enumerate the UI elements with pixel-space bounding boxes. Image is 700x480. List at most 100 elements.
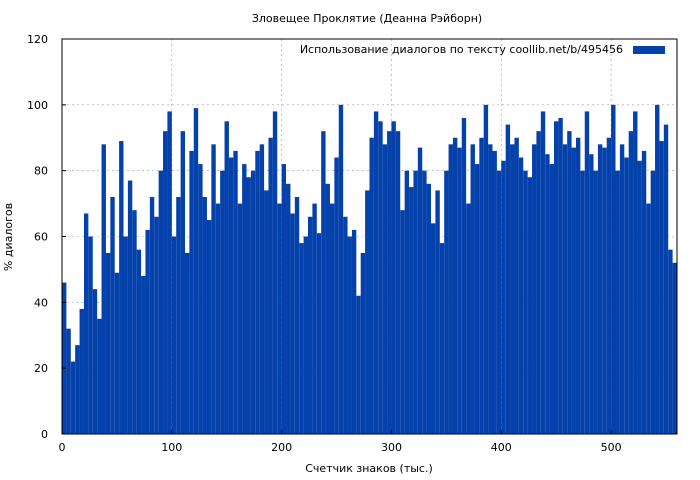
bar-130 <box>633 111 638 435</box>
bar-13 <box>119 141 124 434</box>
bar-17 <box>136 249 142 434</box>
y-tick-label-6: 120 <box>27 33 48 46</box>
bar-64 <box>343 216 348 434</box>
y-tick-label-5: 100 <box>27 99 48 112</box>
bar-82 <box>422 170 427 434</box>
bar-76 <box>395 131 401 434</box>
bar-83 <box>426 183 431 434</box>
bar-125 <box>611 104 616 434</box>
bar-52 <box>290 213 295 434</box>
x-tick-label-4: 400 <box>491 441 512 454</box>
bar-19 <box>145 229 150 434</box>
bar-5 <box>83 213 89 434</box>
bar-104 <box>518 157 524 434</box>
bar-87 <box>444 170 449 434</box>
bar-75 <box>391 121 396 435</box>
bar-123 <box>602 147 607 434</box>
bar-50 <box>281 164 287 435</box>
bar-10 <box>105 252 111 434</box>
bar-55 <box>303 236 308 434</box>
bar-18 <box>141 276 146 434</box>
bar-90 <box>457 147 462 434</box>
bar-110 <box>545 154 550 435</box>
bar-111 <box>549 164 554 435</box>
x-tick-label-2: 200 <box>271 441 292 454</box>
bar-31 <box>198 164 203 435</box>
bar-29 <box>189 150 194 434</box>
bar-139 <box>672 262 677 434</box>
bar-37 <box>224 121 229 435</box>
bar-135 <box>655 104 660 434</box>
bar-45 <box>259 144 265 435</box>
bar-14 <box>123 236 128 434</box>
bar-56 <box>308 216 313 434</box>
bar-33 <box>206 220 212 434</box>
bar-68 <box>360 252 366 434</box>
bar-57 <box>312 203 317 434</box>
bar-69 <box>365 190 370 434</box>
bar-80 <box>413 170 418 434</box>
bar-117 <box>575 137 581 434</box>
bars <box>62 104 677 435</box>
bar-30 <box>193 108 199 434</box>
bar-92 <box>466 203 471 434</box>
y-tick-label-0: 0 <box>41 428 48 441</box>
bar-20 <box>149 197 155 434</box>
bar-12 <box>114 272 120 434</box>
bar-102 <box>510 144 515 435</box>
bar-105 <box>523 170 528 434</box>
bar-48 <box>272 111 278 435</box>
y-tick-label-3: 60 <box>34 231 48 244</box>
bar-93 <box>470 144 475 435</box>
bar-95 <box>479 137 484 434</box>
bar-128 <box>624 157 629 434</box>
bar-74 <box>387 131 392 434</box>
bar-103 <box>514 137 519 434</box>
bar-97 <box>488 144 493 435</box>
x-tick-label-3: 300 <box>381 441 402 454</box>
y-tick-label-4: 80 <box>34 165 48 178</box>
bar-118 <box>580 170 585 434</box>
bar-132 <box>641 150 647 434</box>
bar-22 <box>158 170 164 434</box>
bar-58 <box>316 233 322 434</box>
bar-61 <box>329 203 335 434</box>
bar-9 <box>101 144 106 435</box>
bar-120 <box>589 154 594 435</box>
bar-126 <box>615 170 620 434</box>
bar-131 <box>637 160 642 434</box>
x-tick-label-1: 100 <box>161 441 182 454</box>
legend-swatch <box>633 46 665 54</box>
bar-134 <box>650 170 656 434</box>
bar-62 <box>334 157 339 434</box>
bar-23 <box>163 131 168 434</box>
bar-6 <box>88 236 93 434</box>
bar-53 <box>294 197 300 434</box>
bar-99 <box>496 170 502 434</box>
bar-42 <box>246 177 251 434</box>
bar-71 <box>373 111 379 435</box>
bar-49 <box>277 203 282 434</box>
bar-94 <box>474 164 480 435</box>
bar-25 <box>171 236 177 434</box>
bar-38 <box>228 157 234 434</box>
bar-112 <box>554 121 559 435</box>
bar-127 <box>619 144 625 435</box>
bar-65 <box>347 236 352 434</box>
bar-113 <box>558 118 563 434</box>
bar-91 <box>461 118 467 434</box>
y-tick-label-1: 20 <box>34 362 48 375</box>
ticks: 0 100 200 300 400 500 0 20 40 60 80 100 120 <box>27 33 622 454</box>
bar-15 <box>127 180 133 434</box>
bar-121 <box>593 170 598 434</box>
x-tick-label-5: 500 <box>601 441 622 454</box>
chart-title: Зловещее Проклятие (Деанна Рэйборн) <box>252 12 482 25</box>
bar-101 <box>505 124 511 434</box>
bar-79 <box>409 187 414 434</box>
bar-51 <box>286 183 291 434</box>
bar-36 <box>220 170 225 434</box>
bar-11 <box>110 197 115 434</box>
bar-114 <box>562 144 568 435</box>
legend-entry: Использование диалогов по тексту coollib… <box>300 43 623 56</box>
